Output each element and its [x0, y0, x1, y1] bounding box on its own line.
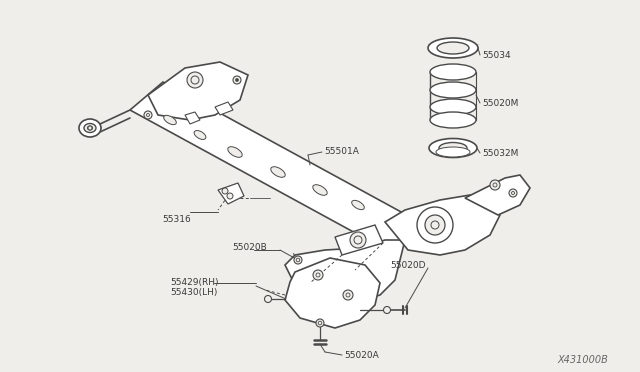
- Text: 55316: 55316: [162, 215, 191, 224]
- Circle shape: [313, 270, 323, 280]
- Ellipse shape: [429, 138, 477, 157]
- Ellipse shape: [194, 131, 206, 140]
- Polygon shape: [285, 258, 380, 328]
- Ellipse shape: [430, 112, 476, 128]
- Text: 55020B: 55020B: [232, 244, 267, 253]
- Text: 55032M: 55032M: [482, 148, 518, 157]
- Circle shape: [187, 72, 203, 88]
- Ellipse shape: [436, 147, 470, 157]
- Circle shape: [316, 319, 324, 327]
- Ellipse shape: [164, 115, 176, 125]
- Circle shape: [294, 256, 302, 264]
- Circle shape: [493, 183, 497, 187]
- Circle shape: [343, 290, 353, 300]
- Ellipse shape: [430, 64, 476, 80]
- Text: 55034: 55034: [482, 51, 511, 60]
- Circle shape: [511, 192, 515, 195]
- Ellipse shape: [271, 167, 285, 177]
- Ellipse shape: [88, 126, 93, 130]
- Ellipse shape: [84, 124, 96, 132]
- Circle shape: [490, 180, 500, 190]
- Polygon shape: [130, 82, 425, 253]
- Circle shape: [509, 189, 517, 197]
- Ellipse shape: [439, 142, 467, 154]
- Polygon shape: [215, 102, 233, 115]
- Ellipse shape: [313, 185, 327, 195]
- Polygon shape: [285, 240, 405, 305]
- Circle shape: [383, 307, 390, 314]
- Circle shape: [425, 215, 445, 235]
- Ellipse shape: [437, 42, 469, 54]
- Polygon shape: [335, 225, 383, 255]
- Polygon shape: [385, 195, 500, 255]
- Circle shape: [316, 273, 320, 277]
- Circle shape: [318, 321, 322, 325]
- Circle shape: [350, 232, 366, 248]
- Circle shape: [227, 193, 233, 199]
- Circle shape: [236, 78, 239, 81]
- Circle shape: [147, 113, 150, 116]
- Polygon shape: [218, 183, 244, 204]
- Circle shape: [354, 236, 362, 244]
- Circle shape: [88, 126, 92, 130]
- Circle shape: [144, 111, 152, 119]
- Text: 55020M: 55020M: [482, 99, 518, 108]
- Circle shape: [296, 258, 300, 262]
- Ellipse shape: [228, 147, 242, 157]
- Circle shape: [417, 207, 453, 243]
- Text: 55020D: 55020D: [390, 260, 426, 269]
- Ellipse shape: [430, 82, 476, 98]
- Text: 55429(RH): 55429(RH): [170, 279, 218, 288]
- Text: 55430(LH): 55430(LH): [170, 289, 218, 298]
- Circle shape: [431, 221, 439, 229]
- Ellipse shape: [79, 119, 101, 137]
- Ellipse shape: [430, 99, 476, 115]
- Polygon shape: [465, 175, 530, 215]
- Ellipse shape: [352, 201, 364, 210]
- Text: 55020A: 55020A: [344, 350, 379, 359]
- Circle shape: [222, 188, 228, 194]
- Circle shape: [191, 76, 199, 84]
- Polygon shape: [185, 112, 200, 124]
- Ellipse shape: [428, 38, 478, 58]
- Circle shape: [264, 295, 271, 302]
- Polygon shape: [148, 62, 248, 120]
- Text: 55501A: 55501A: [324, 148, 359, 157]
- Circle shape: [346, 293, 350, 297]
- Text: X431000B: X431000B: [557, 355, 608, 365]
- Circle shape: [233, 76, 241, 84]
